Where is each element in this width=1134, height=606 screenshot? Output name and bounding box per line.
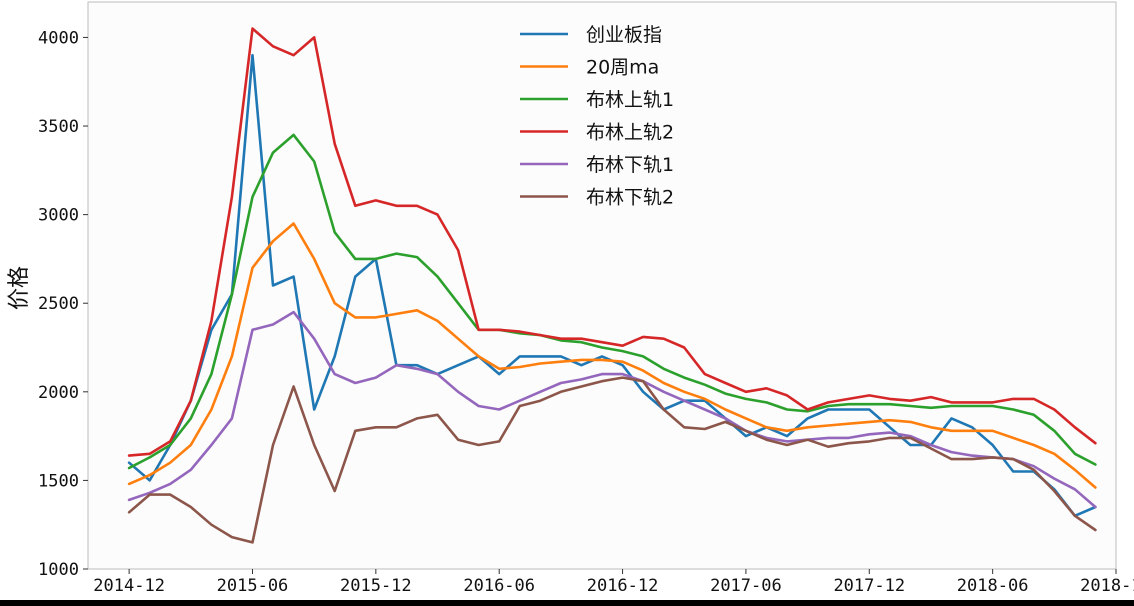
series-line-3 [127,133,1097,470]
y-tick-label: 4000 [38,28,79,48]
x-tick-label: 2018-12 [1080,576,1134,596]
series-layer [127,27,1097,544]
legend-entry-label: 布林上轨1 [586,89,674,111]
x-tick-label: 2016-12 [587,576,659,596]
x-tick-label: 2015-06 [217,576,289,596]
legend-entry-label: 布林下轨2 [586,187,674,209]
y-tick-label: 1500 [38,471,79,491]
legend-entry-label: 布林上轨2 [586,122,674,144]
plot-area [87,1,1117,570]
series-line-4 [127,27,1097,457]
x-tick-label: 2016-06 [463,576,535,596]
series-line-5 [127,310,1097,509]
legend-entry-label: 20周ma [586,57,659,79]
x-axis-ticks: 2014-12 2015-06 2015-12 2016-06 2016-12 2017-… [93,569,1134,596]
legend-entry-label: 布林下轨1 [586,154,674,176]
x-tick-label: 2015-12 [340,576,412,596]
legend-entry-label: 创业板指 [586,24,662,46]
y-tick-label: 3000 [38,206,79,226]
y-tick-label: 1000 [38,560,79,580]
y-tick-label: 2000 [38,383,79,403]
y-tick-label: 3500 [38,117,79,137]
x-tick-label: 2017-12 [833,576,905,596]
y-axis-ticks: 1000 1500 2000 2500 3000 3500 4000 [38,28,88,580]
x-tick-label: 2018-06 [957,576,1029,596]
x-tick-label: 2014-12 [93,576,165,596]
y-axis-label: 价格 [7,266,32,310]
bottom-border [0,600,1134,606]
x-tick-label: 2017-06 [710,576,782,596]
legend: 创业板指 20周ma 布林上轨1 布林上轨2 布林下轨1 布林下轨2 [520,24,674,209]
y-tick-label: 2500 [38,294,79,314]
series-line-6 [127,376,1097,544]
series-line-2 [127,222,1097,489]
